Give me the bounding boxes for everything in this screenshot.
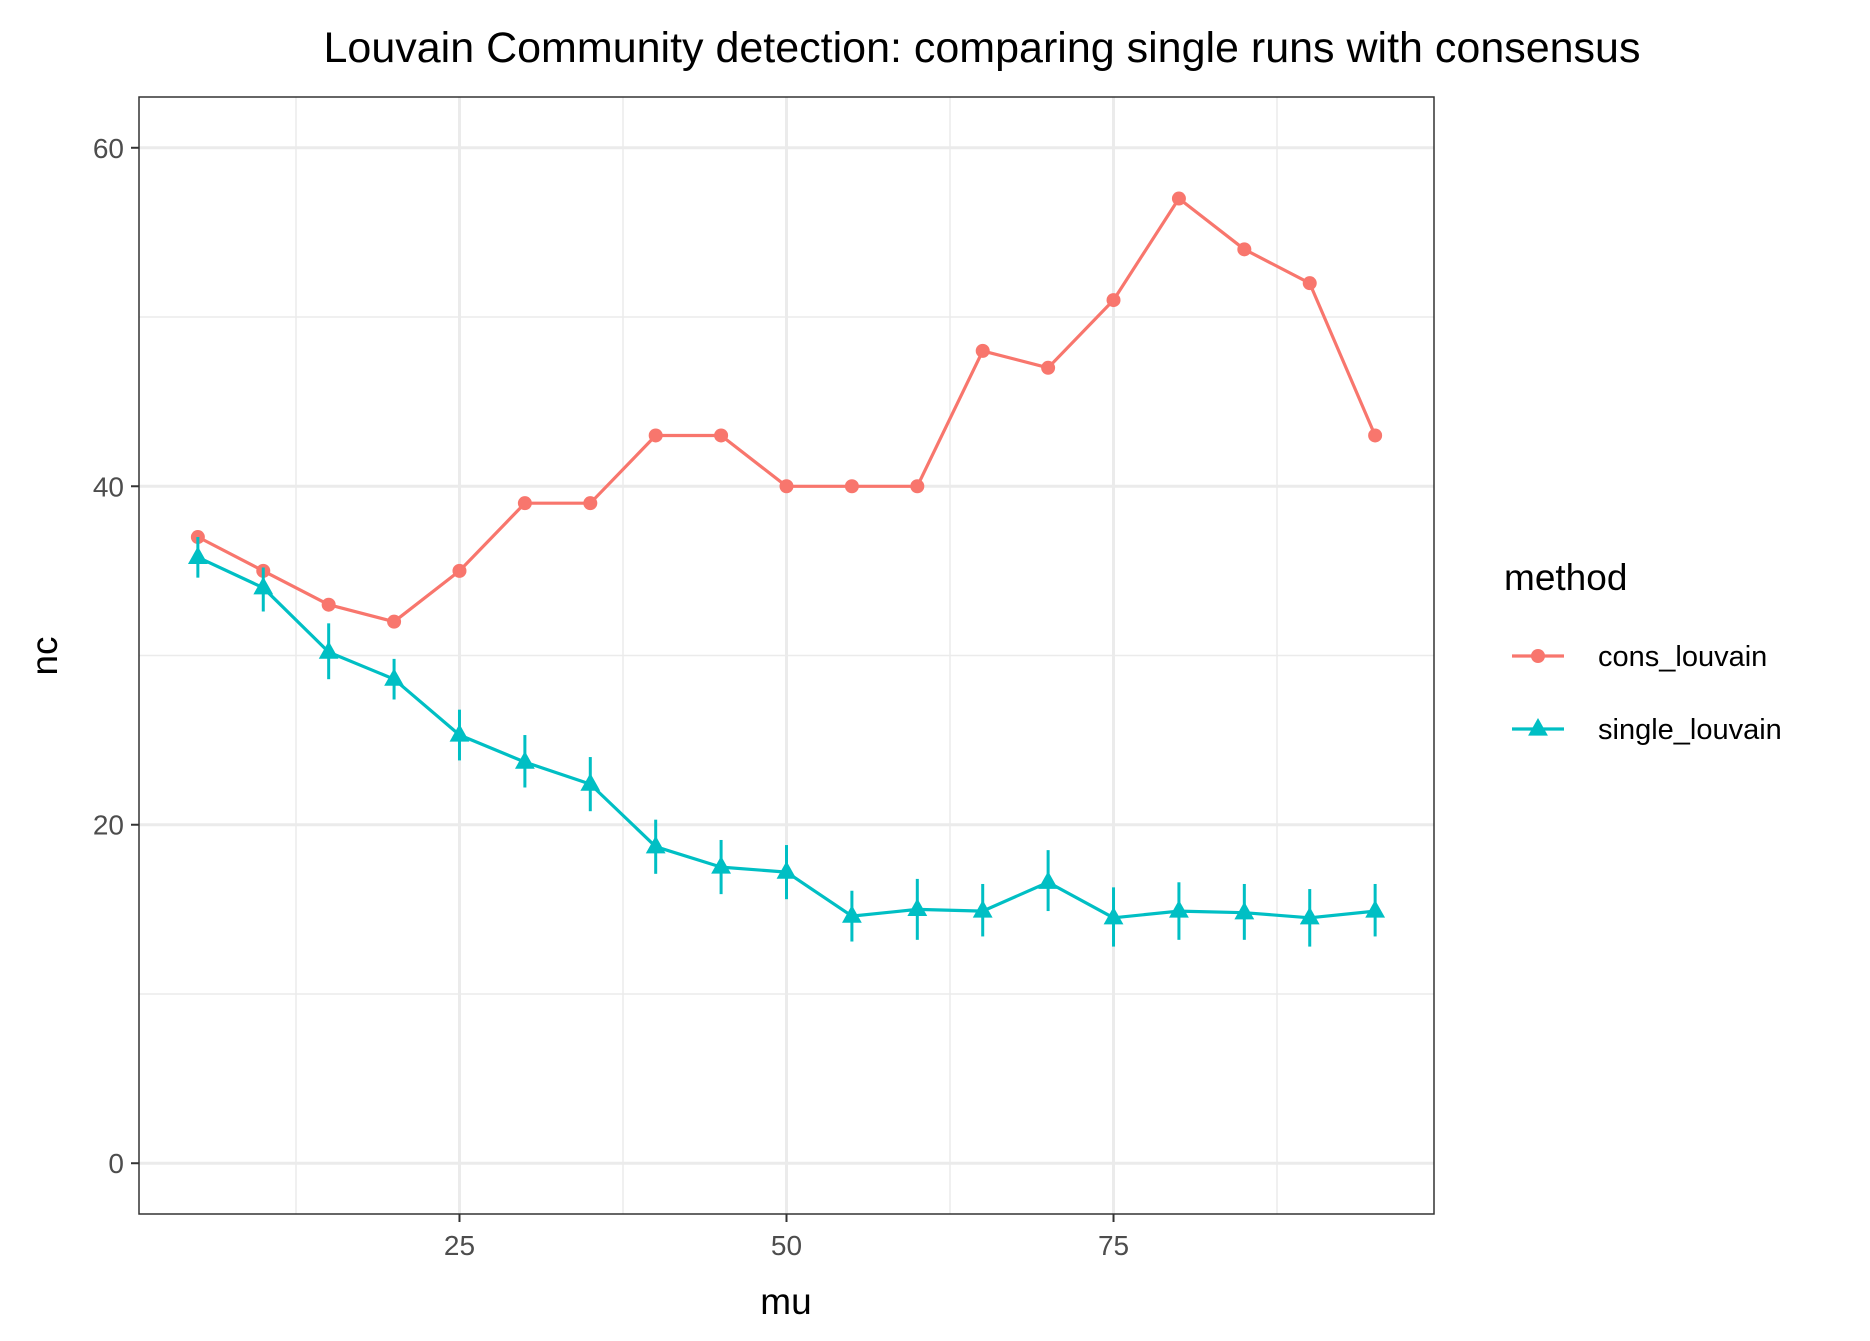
legend-key-marker bbox=[1528, 718, 1548, 736]
data-point bbox=[187, 546, 208, 564]
data-point bbox=[648, 428, 663, 443]
y-tick-label: 40 bbox=[93, 471, 124, 502]
data-point bbox=[517, 496, 532, 511]
data-point bbox=[776, 861, 797, 879]
data-point bbox=[711, 856, 731, 874]
legend-label: cons_louvain bbox=[1598, 641, 1767, 673]
data-point bbox=[779, 479, 794, 494]
legend-title: method bbox=[1504, 557, 1627, 598]
data-point bbox=[1234, 901, 1255, 920]
data-point bbox=[1103, 906, 1124, 925]
legend-label: single_louvain bbox=[1598, 714, 1782, 746]
data-point bbox=[1237, 242, 1252, 257]
x-tick-label: 75 bbox=[1098, 1230, 1129, 1261]
data-point bbox=[842, 905, 862, 923]
data-point bbox=[1106, 293, 1121, 308]
y-tick-label: 60 bbox=[93, 133, 124, 164]
x-tick-label: 25 bbox=[444, 1230, 475, 1261]
legend-key-marker bbox=[1531, 649, 1545, 663]
y-axis: 0 20 40 60 bbox=[93, 133, 139, 1179]
data-point bbox=[514, 751, 535, 769]
data-point bbox=[910, 479, 925, 494]
grid bbox=[139, 97, 1434, 1214]
data-point bbox=[907, 898, 928, 916]
data-point bbox=[972, 900, 993, 918]
data-point bbox=[975, 343, 990, 358]
data-point bbox=[583, 496, 598, 511]
data-point bbox=[321, 597, 336, 612]
series-single_louvain bbox=[187, 537, 1386, 947]
series-layer bbox=[187, 191, 1386, 947]
data-point bbox=[1368, 428, 1383, 443]
y-tick-label: 0 bbox=[108, 1148, 124, 1179]
data-point bbox=[449, 724, 470, 742]
data-point bbox=[580, 773, 601, 791]
data-point bbox=[387, 614, 402, 629]
series-cons_louvain bbox=[190, 191, 1383, 629]
data-point bbox=[844, 479, 859, 494]
data-point bbox=[384, 668, 404, 686]
legend: method cons_louvain single_louvain bbox=[1504, 557, 1782, 746]
data-point bbox=[253, 576, 274, 595]
data-point bbox=[1169, 900, 1189, 918]
chart-title: Louvain Community detection: comparing s… bbox=[324, 24, 1641, 72]
x-axis: 25 50 75 bbox=[444, 1214, 1129, 1261]
y-tick-label: 20 bbox=[93, 810, 124, 841]
data-point bbox=[1365, 900, 1386, 918]
data-point bbox=[714, 428, 729, 443]
legend-items: cons_louvain single_louvain bbox=[1512, 641, 1782, 746]
legend-item: single_louvain bbox=[1512, 714, 1782, 746]
data-point bbox=[1171, 191, 1186, 206]
legend-item: cons_louvain bbox=[1512, 641, 1767, 673]
data-point bbox=[318, 641, 339, 659]
data-point bbox=[645, 835, 666, 854]
data-point bbox=[452, 563, 467, 578]
data-point bbox=[1299, 906, 1320, 925]
x-tick-label: 50 bbox=[771, 1230, 802, 1261]
y-axis-title: nc bbox=[24, 636, 65, 675]
x-axis-title: mu bbox=[760, 1281, 811, 1322]
data-point bbox=[1041, 360, 1056, 375]
data-point bbox=[1038, 871, 1059, 889]
data-point bbox=[1302, 276, 1317, 291]
